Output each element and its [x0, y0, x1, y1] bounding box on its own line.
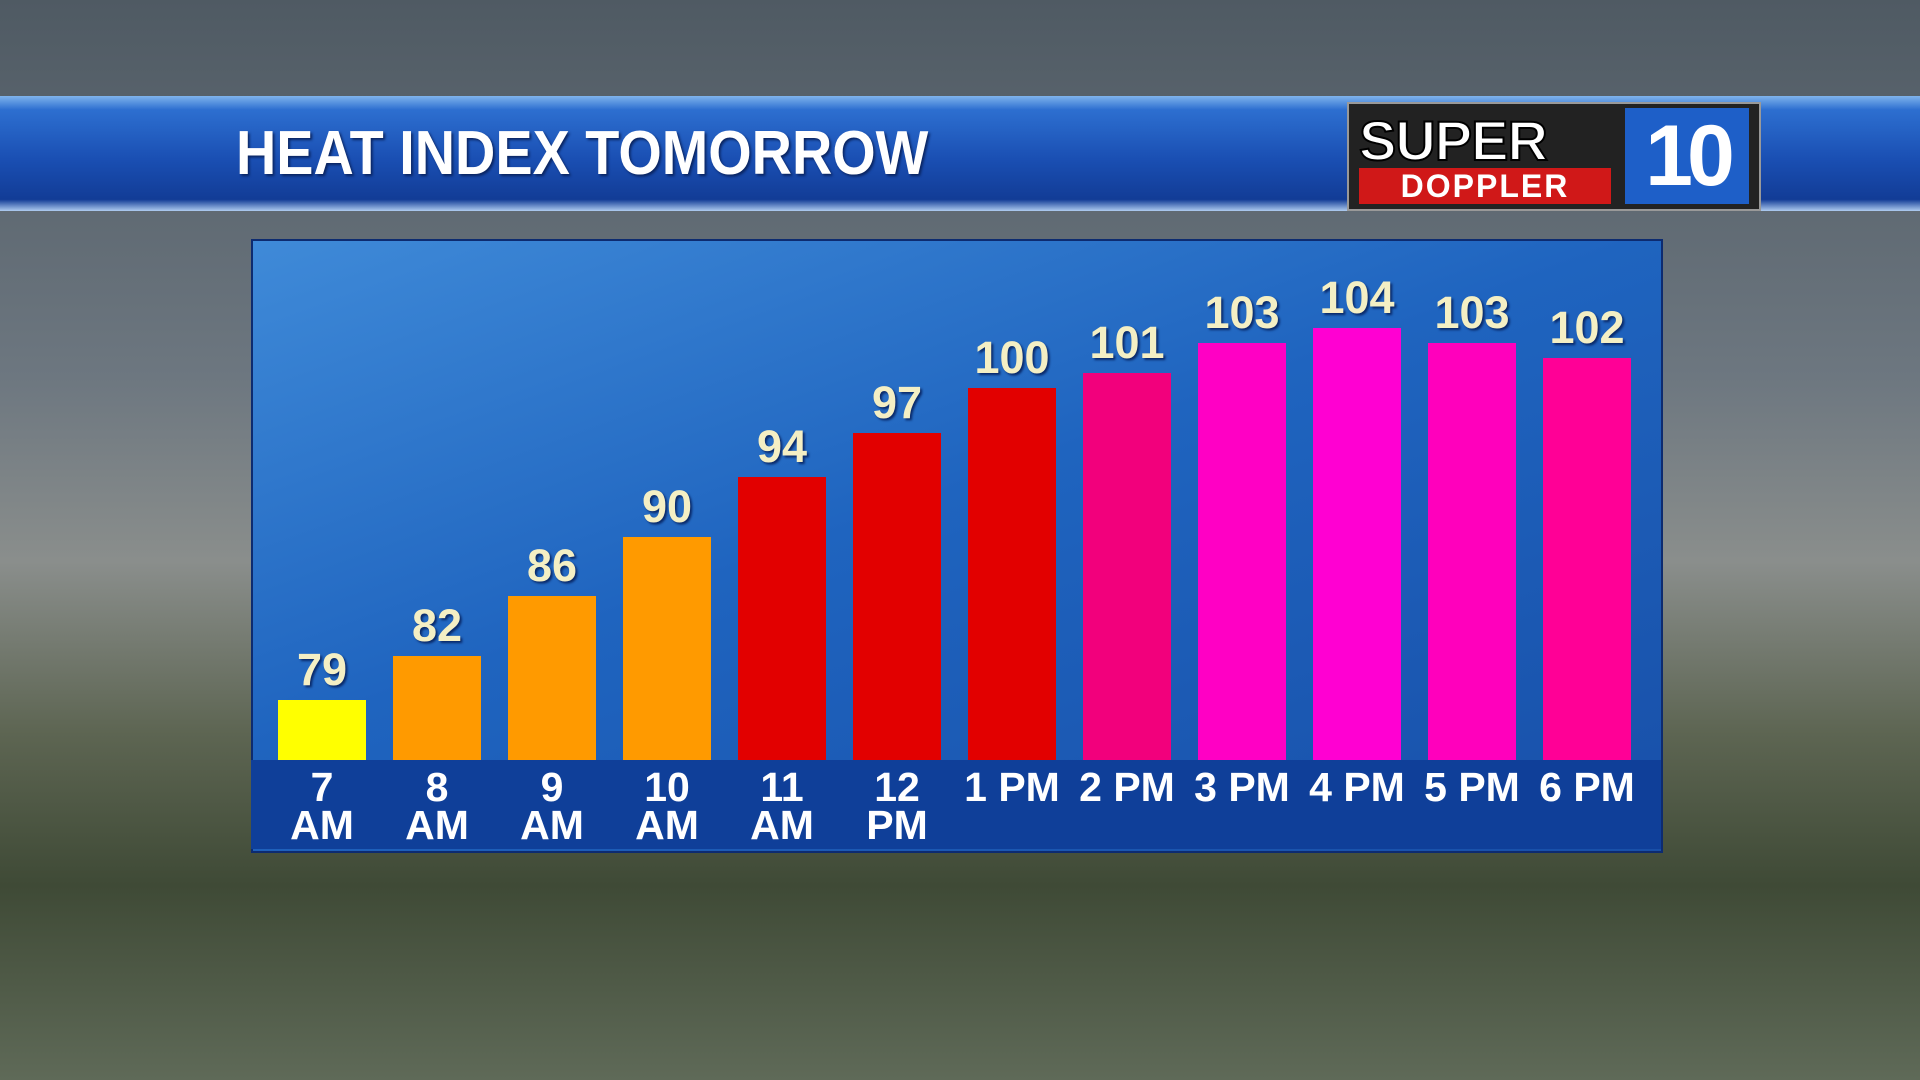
- x-tick-label: 4 PM: [1309, 764, 1405, 810]
- value-label: 103: [1204, 287, 1280, 339]
- x-tick-label: 2 PM: [1079, 764, 1175, 810]
- x-tick-label: 11 AM: [750, 764, 814, 848]
- value-label: 103: [1434, 287, 1510, 339]
- logo-text: DOPPLER: [1359, 168, 1611, 204]
- x-tick-label: 1 PM: [964, 764, 1060, 810]
- bar: [623, 536, 711, 760]
- value-label: 102: [1549, 302, 1625, 354]
- x-tick-label: 12 PM: [866, 764, 928, 848]
- x-tick-label: 8 AM: [405, 764, 469, 848]
- logo-text: SUPER: [1358, 108, 1549, 173]
- value-label: 97: [871, 376, 923, 428]
- value-label: 100: [974, 331, 1050, 383]
- value-label: 104: [1319, 272, 1395, 324]
- bar: [738, 477, 826, 760]
- logo: SUPER DOPPLER 10: [1347, 102, 1761, 211]
- chart-panel: [251, 239, 1663, 853]
- bar: [278, 700, 366, 760]
- bar: [1198, 343, 1286, 760]
- bar: [393, 655, 481, 760]
- chart-title: HEAT INDEX TOMORROW: [236, 119, 929, 188]
- bar: [968, 387, 1056, 760]
- x-tick-label: 7 AM: [290, 764, 354, 848]
- bar: [1313, 328, 1401, 760]
- value-label: 101: [1089, 316, 1165, 368]
- bar: [508, 596, 596, 760]
- value-label: 90: [641, 480, 693, 532]
- bar: [1428, 343, 1516, 760]
- value-label: 94: [756, 421, 808, 473]
- bar: [853, 432, 941, 760]
- bar: [1543, 358, 1631, 760]
- value-label: 86: [526, 540, 578, 592]
- value-label: 79: [296, 644, 348, 696]
- x-tick-label: 5 PM: [1424, 764, 1520, 810]
- x-tick-label: 6 PM: [1539, 764, 1635, 810]
- x-tick-label: 10 AM: [635, 764, 699, 848]
- logo-number: 10: [1625, 108, 1749, 204]
- x-tick-label: 9 AM: [520, 764, 584, 848]
- x-tick-label: 3 PM: [1194, 764, 1290, 810]
- bar: [1083, 372, 1171, 760]
- value-label: 82: [411, 599, 463, 651]
- label-strip: [251, 760, 1661, 849]
